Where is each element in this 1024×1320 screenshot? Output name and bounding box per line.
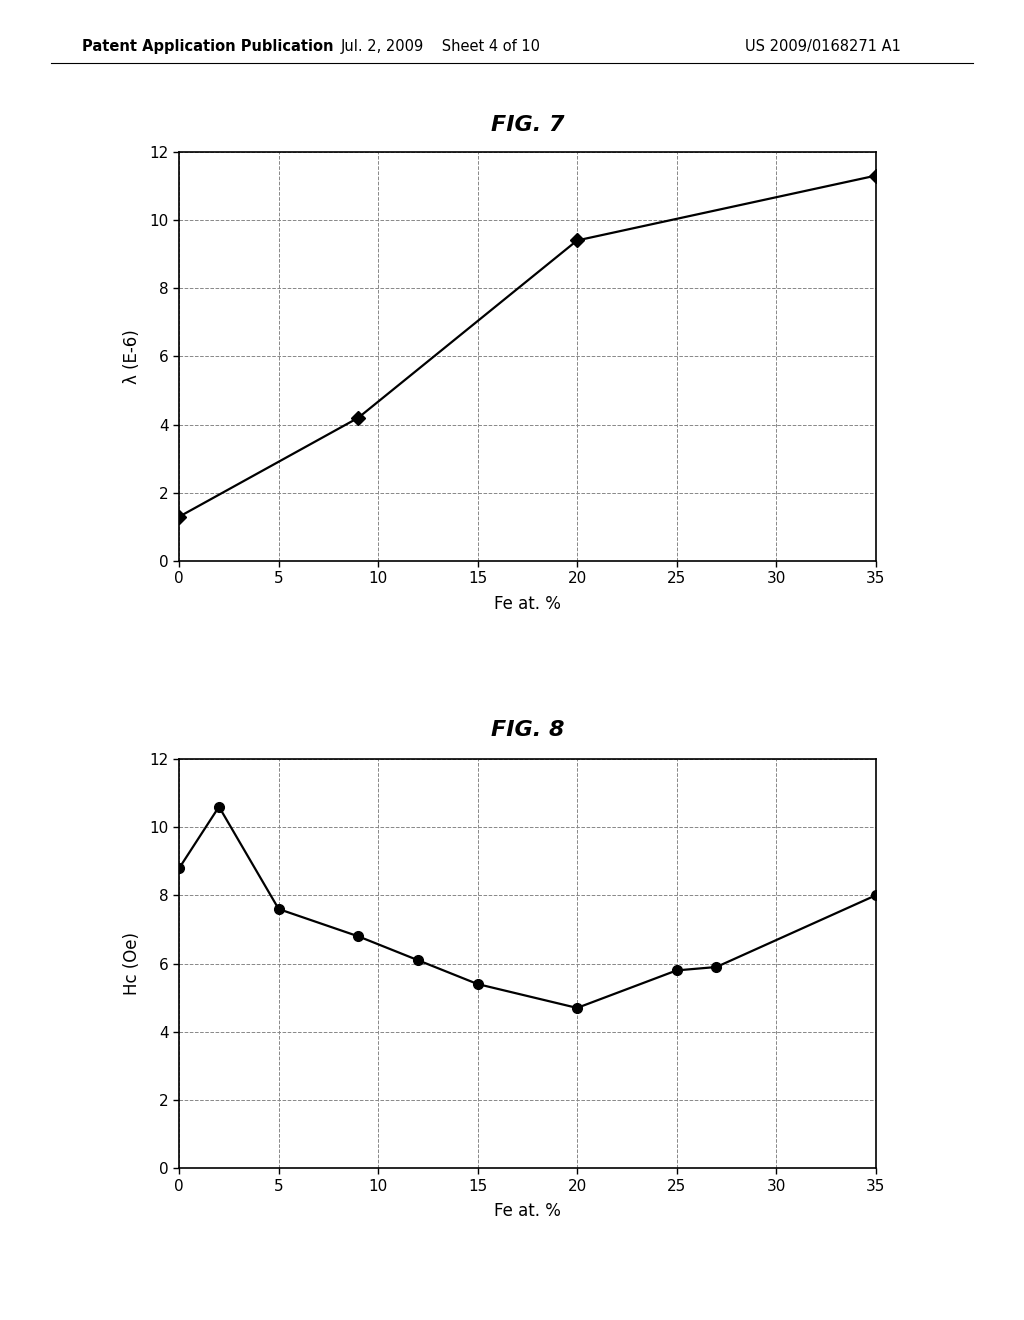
- Text: Patent Application Publication: Patent Application Publication: [82, 38, 334, 54]
- Text: FIG. 8: FIG. 8: [490, 719, 564, 741]
- Text: Jul. 2, 2009    Sheet 4 of 10: Jul. 2, 2009 Sheet 4 of 10: [340, 38, 541, 54]
- Text: FIG. 7: FIG. 7: [490, 115, 564, 136]
- X-axis label: Fe at. %: Fe at. %: [494, 595, 561, 612]
- X-axis label: Fe at. %: Fe at. %: [494, 1203, 561, 1220]
- Text: US 2009/0168271 A1: US 2009/0168271 A1: [745, 38, 901, 54]
- Y-axis label: Hc (Oe): Hc (Oe): [123, 932, 141, 995]
- Y-axis label: λ (E-6): λ (E-6): [123, 329, 141, 384]
